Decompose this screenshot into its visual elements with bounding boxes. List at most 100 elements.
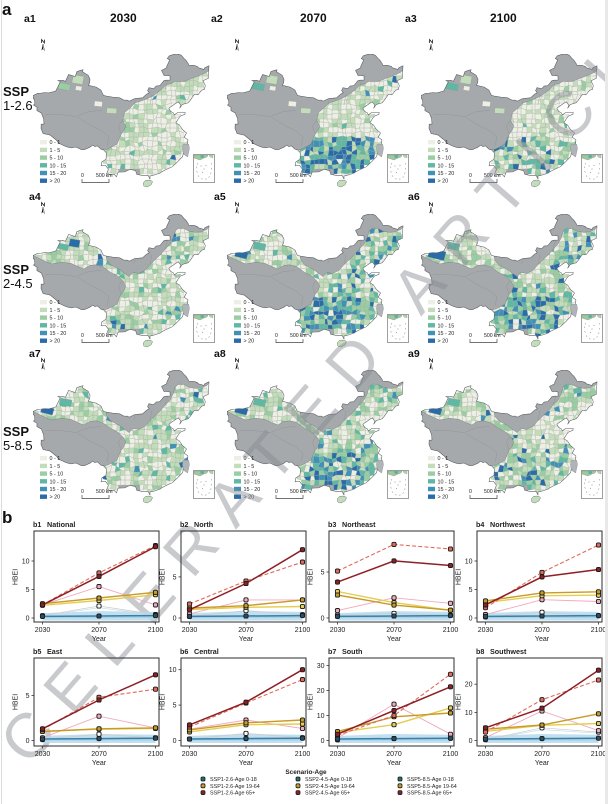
svg-text:> 20: > 20: [243, 339, 254, 345]
svg-text:Southwest: Southwest: [490, 647, 527, 656]
svg-text:HBEI: HBEI: [456, 694, 463, 710]
svg-text:2100: 2100: [591, 627, 607, 634]
svg-text:1 - 5: 1 - 5: [49, 308, 60, 314]
svg-text:> 20: > 20: [243, 179, 254, 185]
svg-text:0: 0: [81, 173, 84, 179]
svg-text:b4: b4: [476, 520, 484, 529]
svg-text:2100: 2100: [148, 751, 164, 758]
svg-text:2070: 2070: [386, 751, 402, 758]
svg-text:0 - 1: 0 - 1: [49, 456, 60, 462]
svg-text:10: 10: [169, 667, 177, 674]
svg-text:2100: 2100: [295, 751, 311, 758]
svg-text:2030: 2030: [330, 627, 346, 634]
svg-text:5 - 10: 5 - 10: [49, 156, 63, 162]
svg-text:500 km: 500 km: [96, 333, 113, 339]
svg-text:5 - 10: 5 - 10: [437, 156, 451, 162]
svg-text:20: 20: [465, 682, 473, 689]
svg-text:5 - 10: 5 - 10: [49, 316, 63, 322]
svg-text:0: 0: [469, 173, 472, 179]
svg-text:5 - 10: 5 - 10: [243, 472, 257, 478]
svg-text:SSP1-2.6-Age 19-64: SSP1-2.6-Age 19-64: [210, 784, 260, 790]
svg-text:15 - 20: 15 - 20: [437, 331, 454, 337]
svg-text:0 - 1: 0 - 1: [243, 456, 254, 462]
svg-text:0: 0: [469, 489, 472, 495]
svg-text:5 - 10: 5 - 10: [437, 316, 451, 322]
svg-text:Central: Central: [194, 647, 219, 656]
svg-text:2030: 2030: [478, 751, 494, 758]
svg-text:500 km: 500 km: [290, 333, 307, 339]
svg-text:HBEI: HBEI: [160, 694, 167, 710]
svg-text:0: 0: [26, 738, 30, 745]
svg-text:SSP2-4.5-Age 65+: SSP2-4.5-Age 65+: [305, 791, 350, 797]
svg-text:0 - 1: 0 - 1: [437, 456, 448, 462]
svg-text:Year: Year: [239, 636, 254, 643]
svg-text:2030: 2030: [182, 751, 198, 758]
svg-text:HBEI: HBEI: [13, 694, 20, 710]
svg-text:SSP1-2.6-Age 65+: SSP1-2.6-Age 65+: [210, 791, 255, 797]
svg-text:HBEI: HBEI: [456, 569, 463, 585]
svg-text:b6: b6: [180, 647, 188, 656]
svg-text:0: 0: [469, 333, 472, 339]
svg-text:5 - 10: 5 - 10: [437, 472, 451, 478]
svg-text:0: 0: [275, 489, 278, 495]
svg-text:15 - 20: 15 - 20: [49, 331, 66, 337]
svg-text:500 km: 500 km: [484, 489, 501, 495]
svg-text:> 20: > 20: [437, 339, 448, 345]
svg-text:10 - 15: 10 - 15: [437, 479, 454, 485]
svg-text:2100: 2100: [443, 751, 459, 758]
svg-text:30: 30: [317, 663, 325, 670]
svg-text:> 20: > 20: [49, 495, 60, 501]
svg-text:2100: 2100: [295, 627, 311, 634]
svg-text:0: 0: [469, 738, 473, 745]
svg-text:SSP5-8.5-Age 65+: SSP5-8.5-Age 65+: [407, 791, 452, 797]
svg-text:Northwest: Northwest: [490, 520, 526, 529]
svg-text:15 - 20: 15 - 20: [243, 331, 260, 337]
svg-text:2030: 2030: [330, 751, 346, 758]
svg-text:2100: 2100: [591, 751, 607, 758]
svg-text:10 - 15: 10 - 15: [243, 479, 260, 485]
svg-text:15 - 20: 15 - 20: [243, 487, 260, 493]
svg-text:2070: 2070: [534, 627, 550, 634]
svg-text:1 - 5: 1 - 5: [437, 148, 448, 154]
svg-text:500 km: 500 km: [290, 489, 307, 495]
svg-text:5 - 10: 5 - 10: [49, 472, 63, 478]
svg-text:5: 5: [321, 569, 325, 576]
svg-text:10 - 15: 10 - 15: [243, 163, 260, 169]
svg-text:2100: 2100: [443, 627, 459, 634]
svg-text:15 - 20: 15 - 20: [49, 487, 66, 493]
svg-text:SSP5-8.5-Age 0-18: SSP5-8.5-Age 0-18: [407, 777, 454, 783]
svg-text:20: 20: [317, 688, 325, 695]
svg-text:0: 0: [321, 615, 325, 622]
svg-text:2030: 2030: [478, 627, 494, 634]
svg-text:5 - 10: 5 - 10: [243, 316, 257, 322]
svg-text:10 - 15: 10 - 15: [437, 163, 454, 169]
svg-text:10 - 15: 10 - 15: [437, 323, 454, 329]
svg-text:1 - 5: 1 - 5: [49, 464, 60, 470]
svg-text:0: 0: [81, 489, 84, 495]
svg-text:SSP2-4.5-Age 0-18: SSP2-4.5-Age 0-18: [305, 777, 352, 783]
svg-text:SSP1-2.6-Age 0-18: SSP1-2.6-Age 0-18: [210, 777, 257, 783]
svg-text:0 - 1: 0 - 1: [243, 140, 254, 146]
svg-text:0: 0: [173, 615, 177, 622]
svg-text:0 - 1: 0 - 1: [243, 300, 254, 306]
svg-text:15 - 20: 15 - 20: [437, 171, 454, 177]
svg-text:15 - 20: 15 - 20: [437, 487, 454, 493]
svg-text:2070: 2070: [91, 627, 107, 634]
svg-text:0 - 1: 0 - 1: [49, 140, 60, 146]
svg-text:Year: Year: [92, 760, 107, 767]
svg-text:5: 5: [26, 693, 30, 700]
svg-text:0 - 1: 0 - 1: [49, 300, 60, 306]
svg-text:Year: Year: [239, 760, 254, 767]
svg-text:0: 0: [321, 738, 325, 745]
svg-text:2070: 2070: [386, 627, 402, 634]
svg-text:b2: b2: [180, 520, 188, 529]
svg-text:2070: 2070: [534, 751, 550, 758]
svg-text:Year: Year: [535, 636, 550, 643]
svg-text:1 - 5: 1 - 5: [49, 148, 60, 154]
svg-text:National: National: [47, 520, 75, 529]
svg-text:SSP2-4.5-Age 19-64: SSP2-4.5-Age 19-64: [305, 784, 355, 790]
svg-text:500 km: 500 km: [96, 173, 113, 179]
svg-text:HBEI: HBEI: [13, 569, 20, 585]
svg-text:HBEI: HBEI: [160, 569, 167, 585]
svg-text:0: 0: [275, 333, 278, 339]
